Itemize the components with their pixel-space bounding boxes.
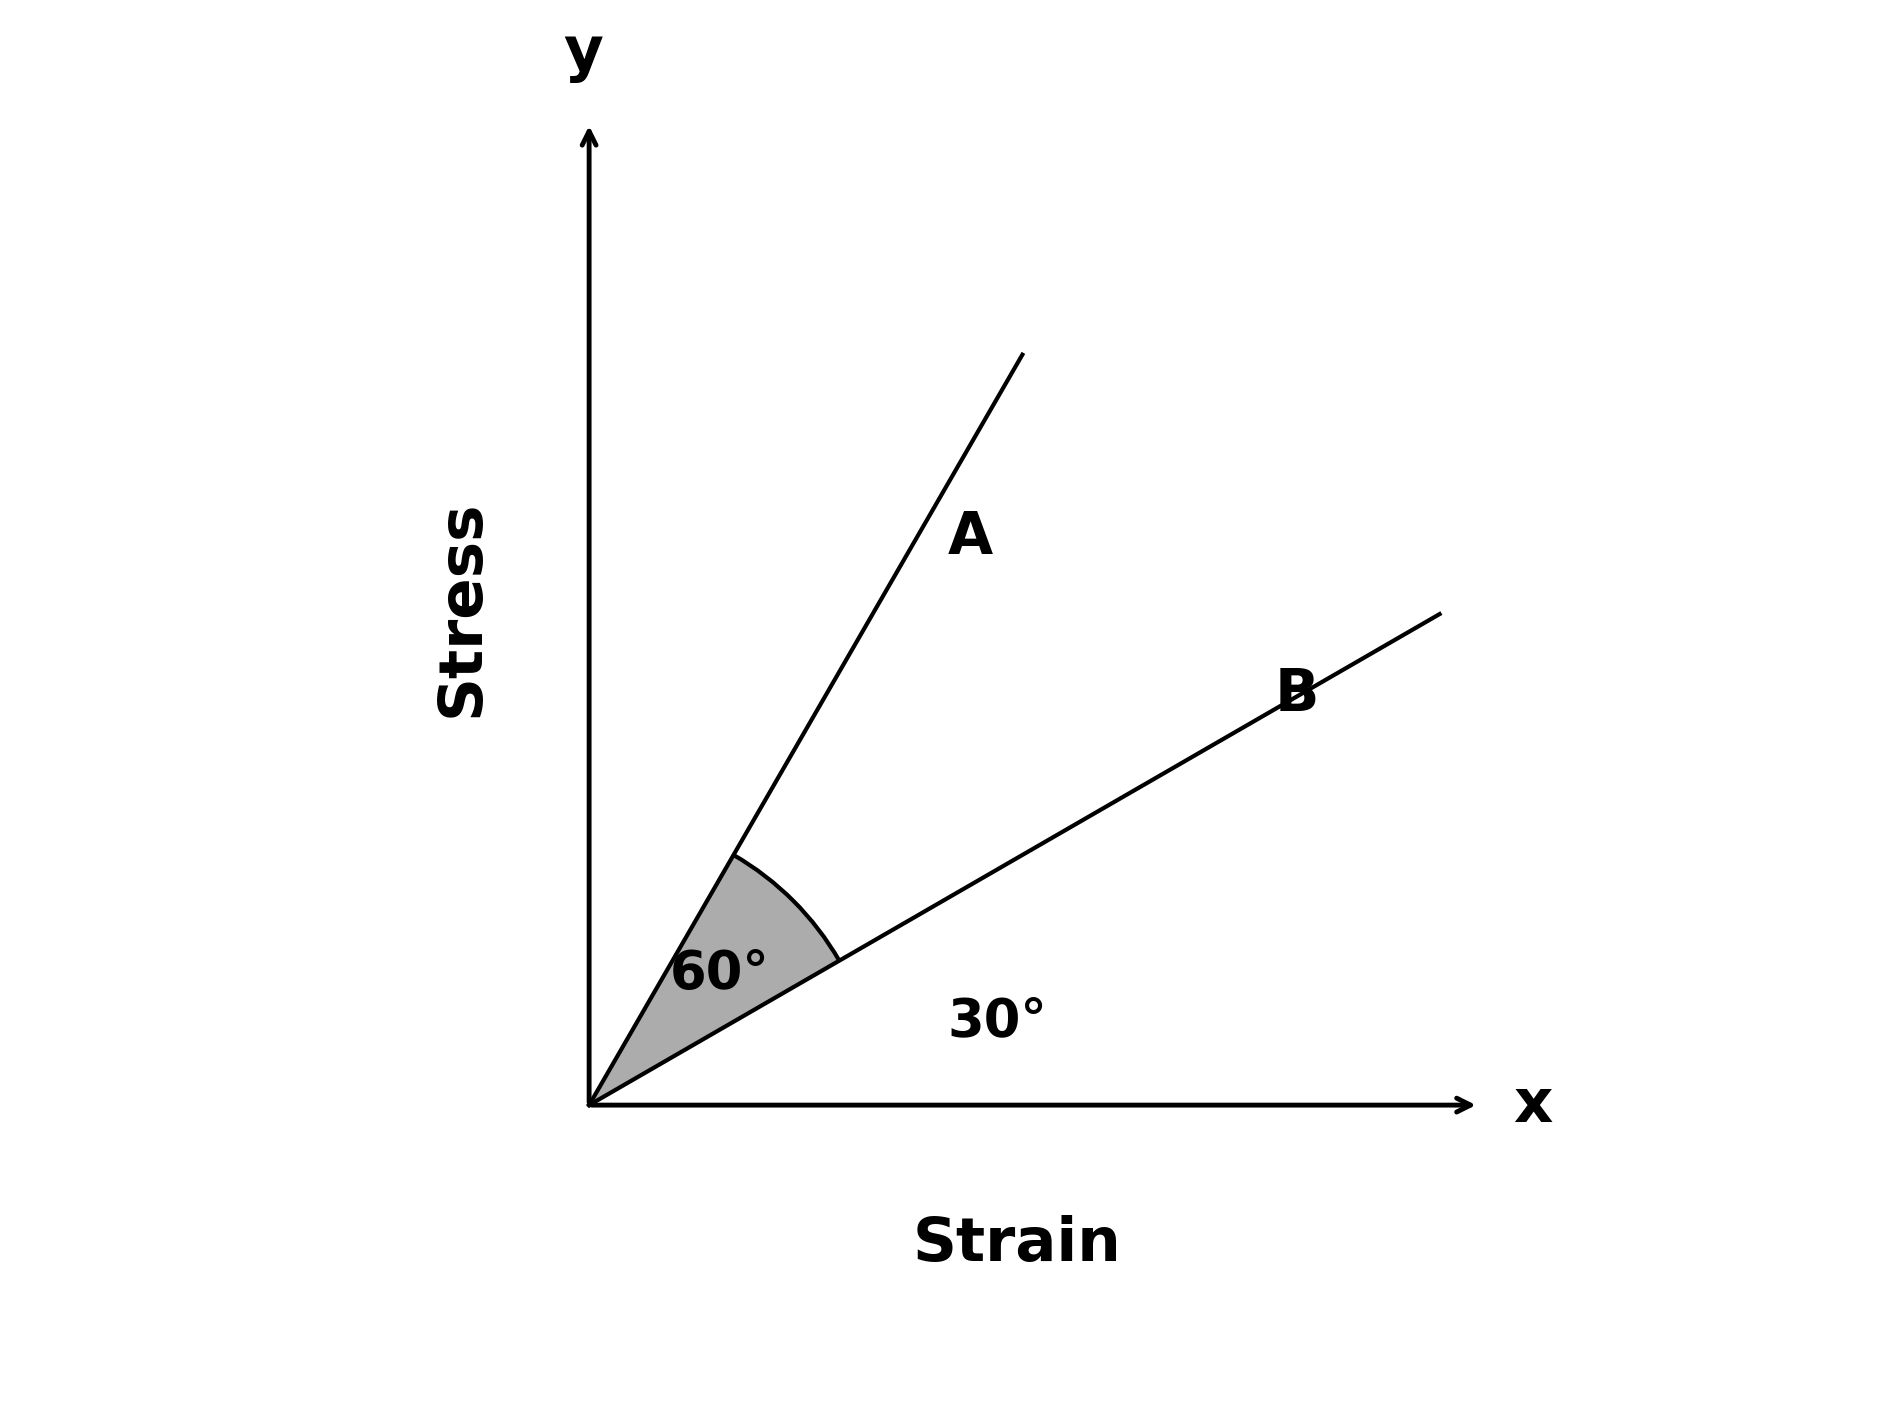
Text: x: x — [1513, 1075, 1553, 1135]
Text: Stress: Stress — [433, 500, 491, 718]
Polygon shape — [589, 854, 839, 1105]
Text: 30°: 30° — [947, 995, 1046, 1047]
Text: y: y — [563, 24, 602, 83]
Text: 60°: 60° — [670, 948, 770, 1001]
Text: B: B — [1274, 666, 1317, 723]
Text: A: A — [947, 508, 992, 565]
Text: Strain: Strain — [911, 1215, 1120, 1274]
